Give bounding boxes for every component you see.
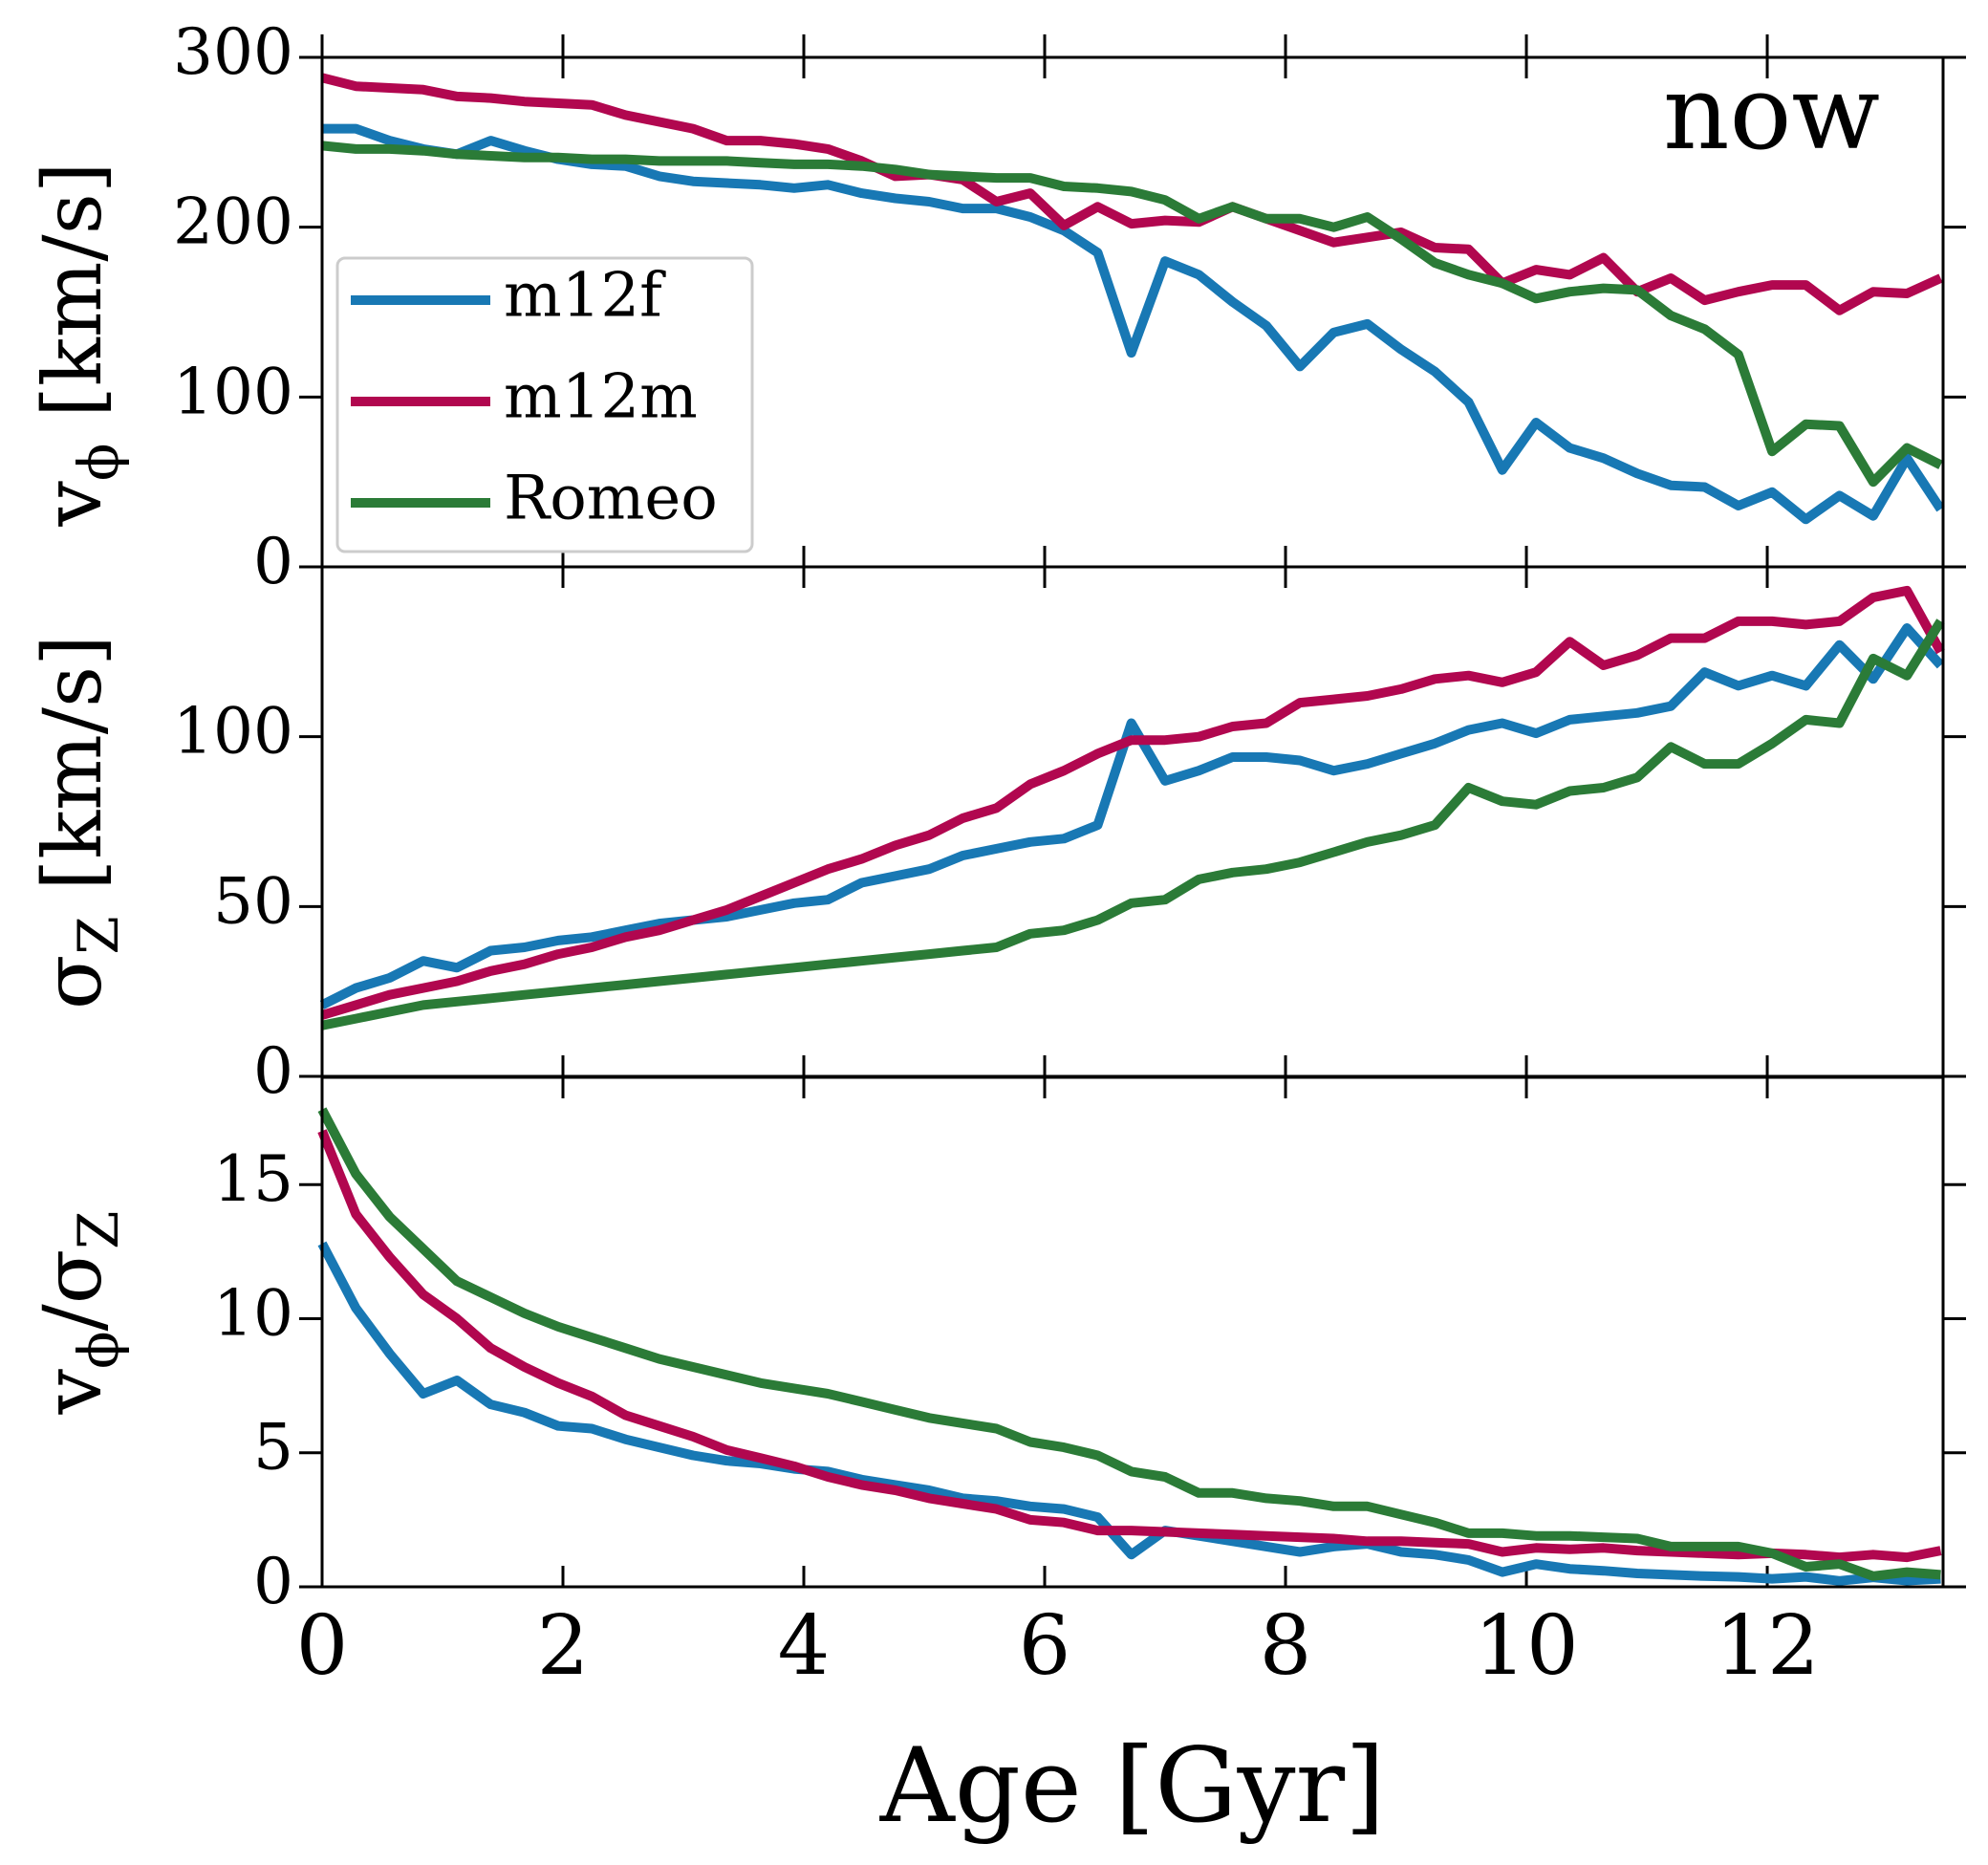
y-label-part: σ: [26, 955, 119, 1009]
legend-box: [335, 256, 754, 553]
y-axis-label: vϕ/σZ: [26, 1211, 131, 1416]
x-tick-label: 2: [537, 1598, 590, 1694]
y-tick-label: 15: [213, 1142, 293, 1216]
series-line: [320, 585, 1945, 1020]
series-line: [322, 123, 1945, 525]
series-line: [317, 1107, 1941, 1581]
y-axis-label: σZ [km/s]: [26, 635, 131, 1009]
x-tick-label: 6: [1019, 1598, 1071, 1694]
series-line: [320, 73, 1943, 315]
y-label-part: ϕ: [66, 444, 131, 482]
y-label-part: /σ: [26, 1249, 119, 1332]
plot-frame: [320, 1075, 1945, 1589]
y-tick-label: 50: [213, 864, 293, 938]
series-line: [317, 1129, 1942, 1563]
x-tick-label: 0: [296, 1598, 349, 1694]
legend-label: m12m: [504, 362, 698, 433]
x-tick-label: 8: [1260, 1598, 1312, 1694]
y-tick-label: 10: [213, 1276, 293, 1350]
x-tick-label: 10: [1474, 1598, 1578, 1694]
y-tick-label: 0: [253, 1545, 293, 1618]
y-tick-label: 0: [253, 1034, 293, 1108]
plot-frame: [320, 565, 1945, 1078]
y-label-part: v: [26, 1368, 119, 1415]
legend-label: m12f: [504, 261, 666, 332]
y-tick-label: 300: [173, 15, 293, 89]
y-tick-label: 100: [173, 355, 293, 428]
y-label-part: Z: [66, 916, 131, 954]
annotation: now: [1663, 54, 1880, 173]
y-axis-label: vϕ [km/s]: [26, 162, 131, 527]
y-tick-label: 200: [173, 185, 293, 259]
series-line: [319, 623, 1945, 1009]
series-line: [317, 1241, 1941, 1586]
y-label-part: Z: [66, 1211, 131, 1249]
y-tick-label: 100: [173, 695, 293, 769]
y-label-part: [km/s]: [26, 162, 119, 443]
series-line: [321, 141, 1943, 488]
x-axis-label: Age [Gyr]: [879, 1726, 1386, 1846]
y-label-part: [km/s]: [26, 635, 119, 916]
y-label-part: v: [26, 481, 119, 528]
legend-label: Romeo: [504, 464, 718, 534]
y-label-part: ϕ: [66, 1331, 131, 1369]
x-tick-label: 4: [778, 1598, 831, 1694]
series-line: [321, 618, 1945, 1030]
y-tick-label: 5: [253, 1411, 293, 1485]
y-tick-label: 0: [253, 525, 293, 598]
x-tick-label: 12: [1715, 1598, 1819, 1694]
